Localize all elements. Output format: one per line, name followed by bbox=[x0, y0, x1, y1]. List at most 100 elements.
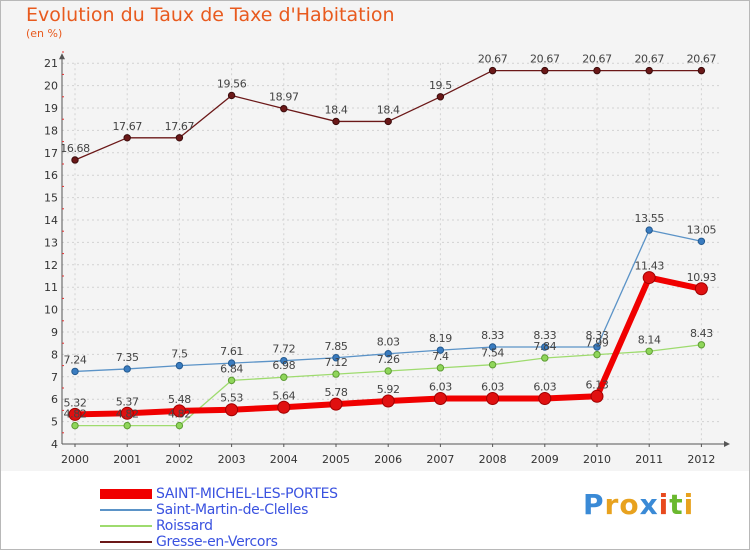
data-label-saint-michel-les-portes: 10.93 bbox=[687, 271, 717, 284]
y-tick-label: 16 bbox=[44, 169, 58, 182]
data-point-roissard bbox=[227, 376, 236, 385]
x-tick-label: 2002 bbox=[165, 453, 193, 466]
data-point-saint-michel-les-portes bbox=[486, 392, 500, 406]
data-point-gresse-en-vercors bbox=[71, 156, 79, 164]
x-tick-label: 2001 bbox=[113, 453, 141, 466]
legend-label-gresse-en-vercors: Gresse-en-Vercors bbox=[156, 534, 278, 550]
legend-swatch-gresse-en-vercors bbox=[100, 541, 152, 543]
data-label-roissard: 4.82 bbox=[64, 408, 87, 421]
legend: SAINT-MICHEL-LES-PORTES Saint-Martin-de-… bbox=[100, 486, 338, 550]
data-point-saint-martin-de-clelles bbox=[332, 354, 340, 362]
x-tick-label: 2006 bbox=[374, 453, 402, 466]
data-label-saint-michel-les-portes: 6.03 bbox=[481, 381, 504, 394]
data-label-roissard: 8.14 bbox=[638, 333, 661, 346]
y-tick-label: 14 bbox=[44, 214, 58, 227]
x-tick-label: 2010 bbox=[583, 453, 611, 466]
data-label-gresse-en-vercors: 18.4 bbox=[377, 103, 400, 116]
data-label-roissard: 8.43 bbox=[690, 327, 713, 340]
y-tick-label: 5 bbox=[51, 416, 58, 429]
data-label-saint-michel-les-portes: 5.32 bbox=[64, 396, 87, 409]
data-point-saint-michel-les-portes bbox=[68, 407, 82, 421]
y-tick-label: 10 bbox=[44, 304, 58, 317]
data-label-saint-michel-les-portes: 5.48 bbox=[168, 393, 191, 406]
data-point-gresse-en-vercors bbox=[697, 66, 706, 75]
data-point-saint-martin-de-clelles bbox=[123, 365, 131, 373]
data-point-gresse-en-vercors bbox=[541, 66, 549, 75]
legend-item-saint-michel-les-portes: SAINT-MICHEL-LES-PORTES bbox=[100, 486, 338, 502]
data-label-saint-martin-de-clelles: 8.33 bbox=[533, 329, 556, 342]
data-point-roissard bbox=[488, 361, 497, 369]
data-label-saint-martin-de-clelles: 13.05 bbox=[687, 223, 717, 236]
data-point-roissard bbox=[384, 367, 392, 375]
legend-label-saint-michel-les-portes: SAINT-MICHEL-LES-PORTES bbox=[156, 486, 338, 502]
x-axis-arrow bbox=[724, 441, 730, 447]
data-label-roissard: 4.82 bbox=[116, 408, 139, 421]
y-tick-label: 8 bbox=[51, 348, 58, 361]
data-label-gresse-en-vercors: 20.67 bbox=[634, 53, 664, 66]
x-tick-label: 2005 bbox=[322, 453, 350, 466]
data-point-gresse-en-vercors bbox=[384, 117, 392, 126]
logo-letter: x bbox=[639, 488, 659, 521]
data-point-saint-michel-les-portes bbox=[433, 392, 447, 406]
data-label-gresse-en-vercors: 20.67 bbox=[478, 53, 508, 66]
logo-letter: o bbox=[619, 488, 640, 521]
data-label-saint-martin-de-clelles: 7.72 bbox=[272, 343, 295, 356]
data-point-saint-michel-les-portes bbox=[642, 271, 656, 285]
data-point-saint-martin-de-clelles bbox=[280, 356, 288, 365]
data-label-gresse-en-vercors: 17.67 bbox=[112, 120, 142, 133]
data-point-saint-martin-de-clelles bbox=[488, 343, 497, 351]
y-tick-label: 18 bbox=[44, 124, 58, 137]
y-tick-label: 17 bbox=[44, 147, 58, 160]
y-tick-label: 21 bbox=[44, 57, 58, 70]
data-point-saint-martin-de-clelles bbox=[175, 361, 184, 370]
x-tick-label: 2003 bbox=[218, 453, 246, 466]
data-label-gresse-en-vercors: 18.97 bbox=[269, 91, 299, 104]
data-point-saint-martin-de-clelles bbox=[227, 359, 236, 367]
data-label-saint-martin-de-clelles: 8.33 bbox=[586, 329, 609, 342]
data-label-saint-michel-les-portes: 6.03 bbox=[533, 381, 556, 394]
y-axis-arrow bbox=[59, 53, 65, 60]
data-label-saint-michel-les-portes: 11.43 bbox=[634, 260, 664, 273]
y-tick-label: 20 bbox=[44, 80, 58, 93]
data-point-saint-michel-les-portes bbox=[590, 389, 604, 403]
logo-letter: i bbox=[683, 488, 695, 521]
legend-swatch-saint-martin-de-clelles bbox=[100, 509, 152, 511]
data-label-saint-martin-de-clelles: 8.03 bbox=[377, 336, 400, 349]
y-tick-label: 9 bbox=[51, 326, 58, 339]
data-label-saint-michel-les-portes: 6.13 bbox=[586, 378, 609, 391]
data-point-saint-michel-les-portes bbox=[172, 404, 186, 418]
data-label-saint-martin-de-clelles: 8.33 bbox=[481, 329, 504, 342]
data-label-saint-michel-les-portes: 5.78 bbox=[325, 386, 348, 399]
data-point-roissard bbox=[697, 341, 706, 349]
x-tick-label: 2004 bbox=[270, 453, 298, 466]
x-tick-label: 2008 bbox=[479, 453, 507, 466]
data-point-gresse-en-vercors bbox=[488, 66, 497, 75]
data-point-gresse-en-vercors bbox=[280, 104, 288, 113]
data-point-roissard bbox=[541, 354, 549, 362]
x-tick-label: 2011 bbox=[635, 453, 663, 466]
data-label-roissard: 6.98 bbox=[272, 359, 295, 372]
data-point-saint-michel-les-portes bbox=[381, 394, 395, 408]
data-label-gresse-en-vercors: 20.67 bbox=[582, 53, 612, 66]
data-point-gresse-en-vercors bbox=[332, 117, 340, 126]
data-point-saint-michel-les-portes bbox=[225, 403, 239, 417]
data-label-saint-martin-de-clelles: 7.24 bbox=[64, 353, 87, 366]
x-tick-label: 2000 bbox=[61, 453, 89, 466]
data-label-saint-michel-les-portes: 6.03 bbox=[429, 381, 452, 394]
data-label-saint-michel-les-portes: 5.53 bbox=[220, 392, 243, 405]
data-label-saint-martin-de-clelles: 7.61 bbox=[220, 345, 243, 358]
data-label-gresse-en-vercors: 19.56 bbox=[217, 77, 247, 90]
legend-label-saint-martin-de-clelles: Saint-Martin-de-Clelles bbox=[156, 502, 309, 518]
data-point-roissard bbox=[71, 421, 79, 430]
data-point-gresse-en-vercors bbox=[436, 93, 445, 101]
legend-item-saint-martin-de-clelles: Saint-Martin-de-Clelles bbox=[100, 502, 338, 518]
x-tick-label: 2012 bbox=[687, 453, 715, 466]
data-label-roissard: 7.12 bbox=[325, 356, 348, 369]
legend-swatch-saint-michel-les-portes bbox=[100, 489, 152, 499]
x-tick-label: 2007 bbox=[426, 453, 454, 466]
data-label-roissard: 7.84 bbox=[533, 340, 556, 353]
data-point-gresse-en-vercors bbox=[123, 134, 131, 142]
y-tick-label: 19 bbox=[44, 102, 58, 115]
